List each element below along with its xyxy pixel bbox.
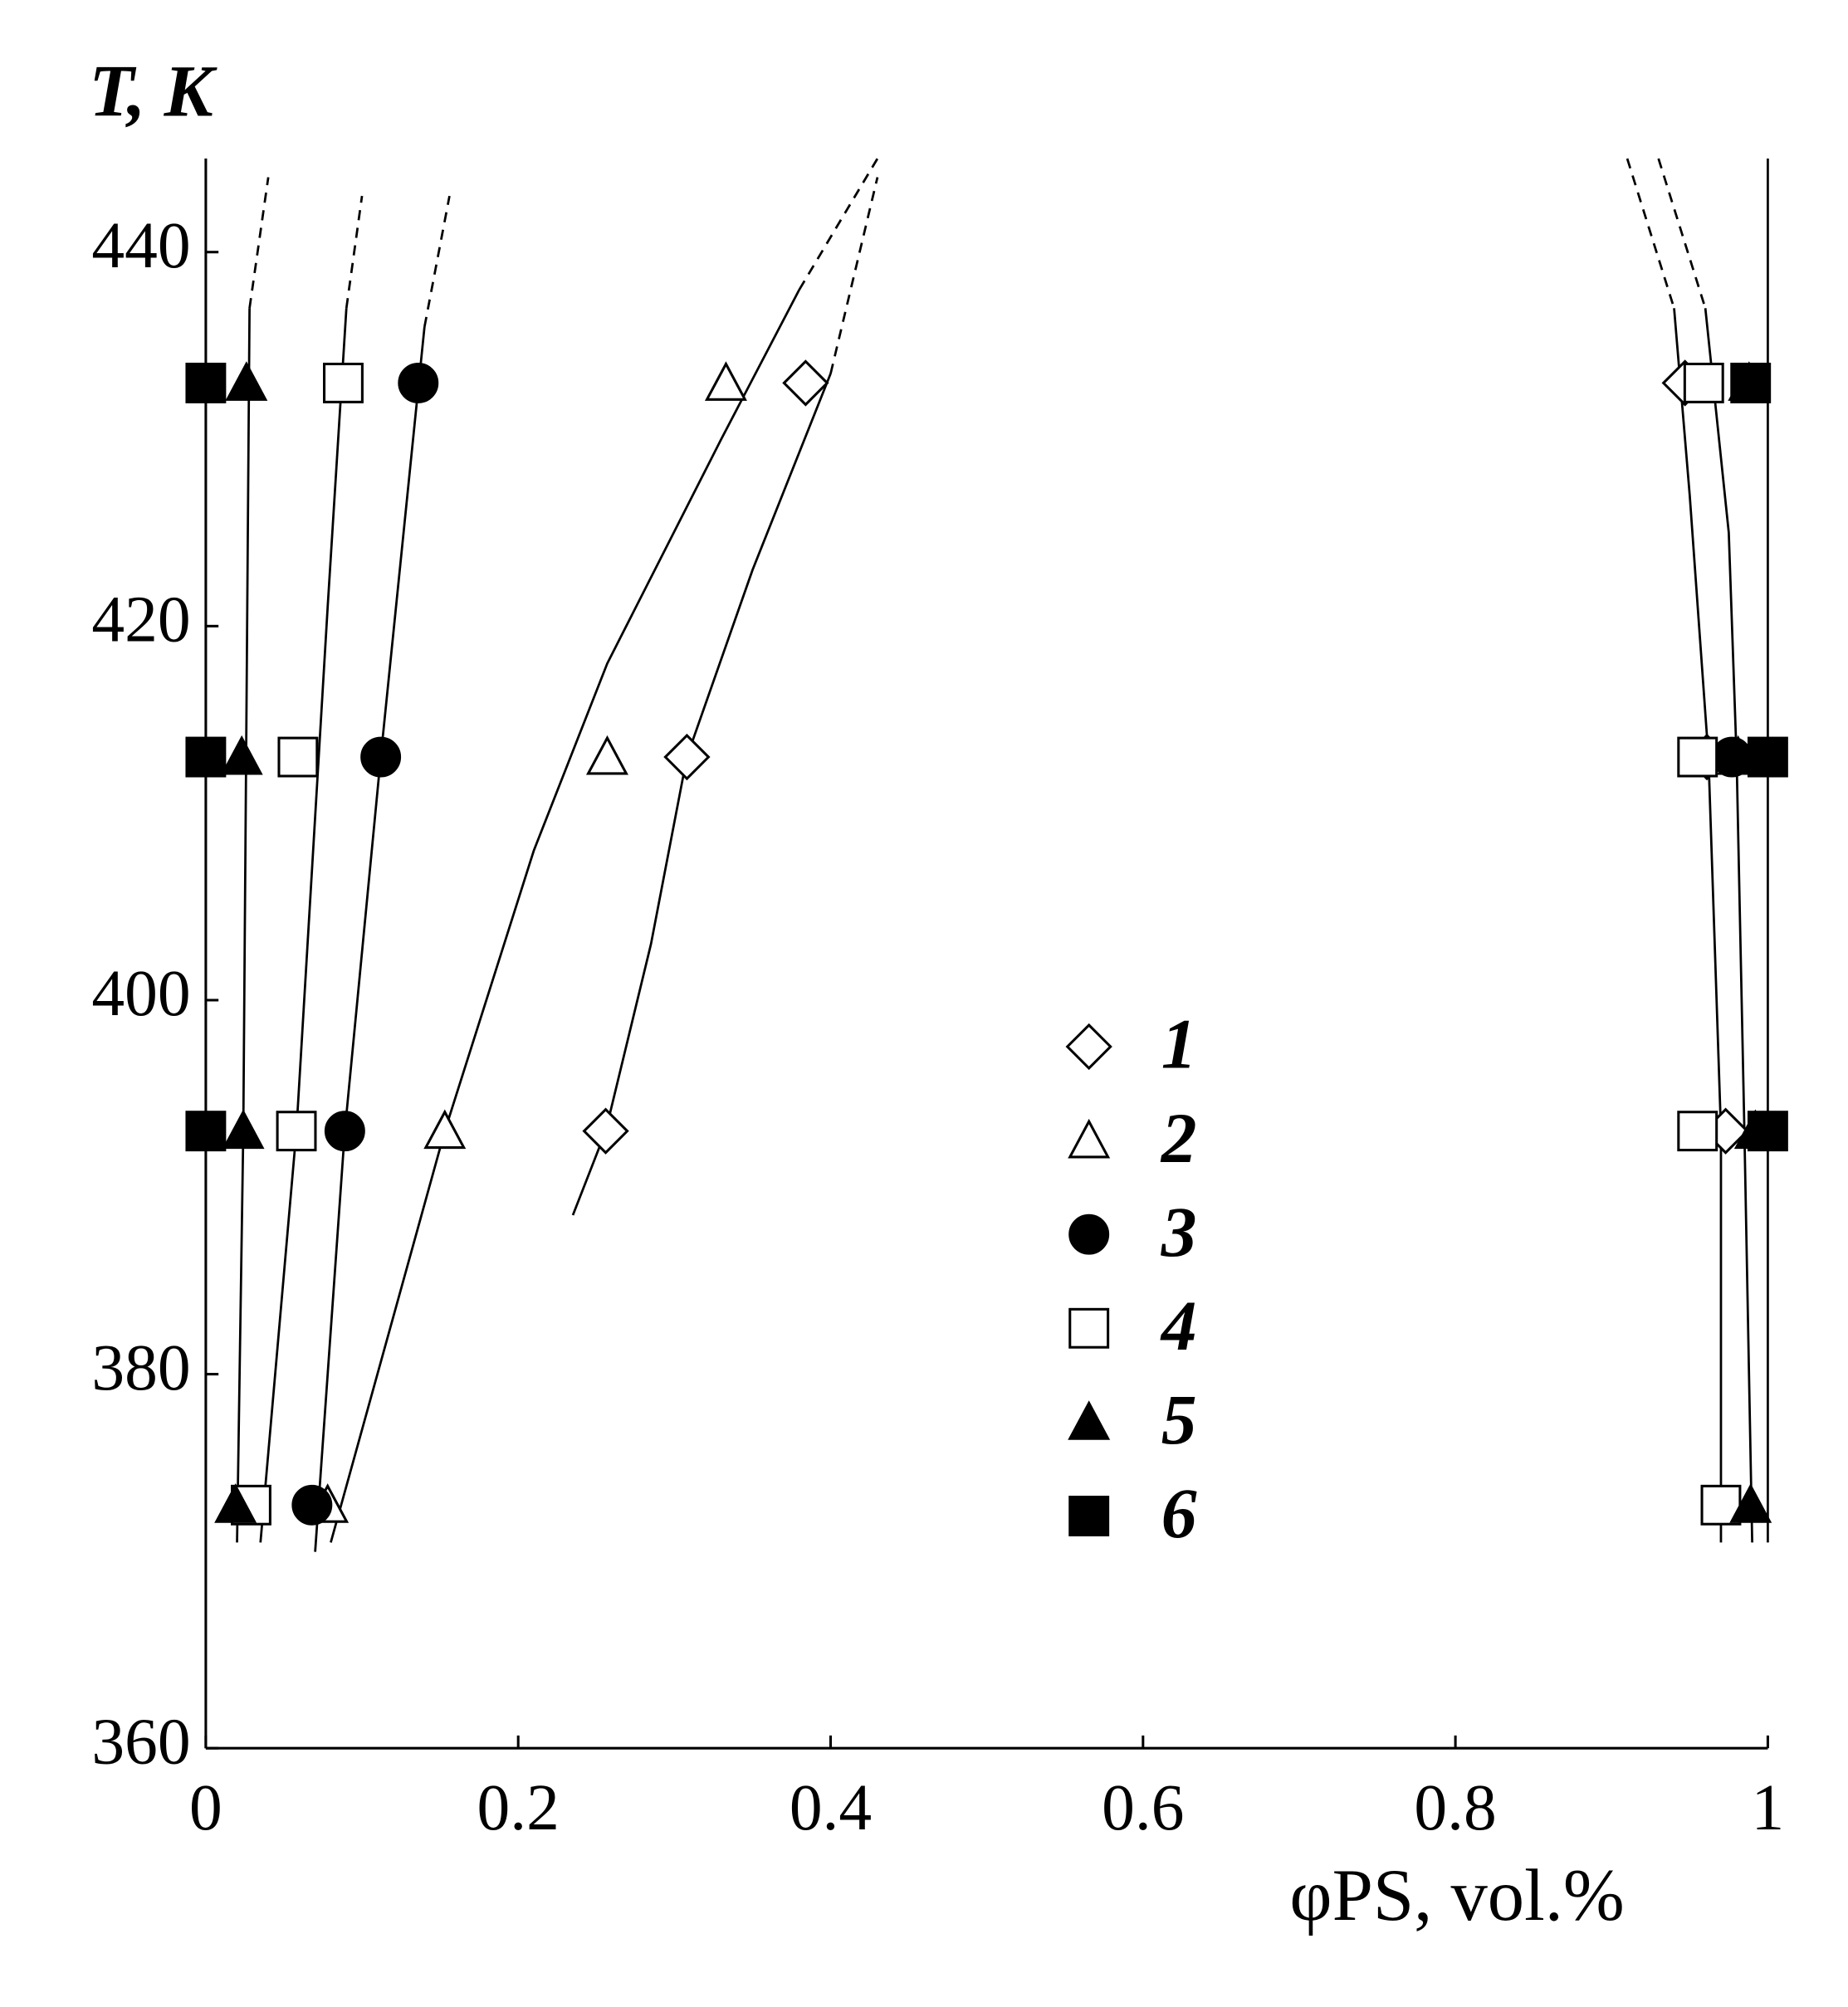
marker <box>276 1111 317 1152</box>
marker <box>277 736 319 778</box>
fit-curve <box>248 177 270 309</box>
marker <box>1747 736 1788 778</box>
marker <box>360 736 402 778</box>
fit-curve <box>259 308 348 1543</box>
marker <box>585 735 628 775</box>
marker <box>291 1484 333 1526</box>
legend-label: 3 <box>1161 1193 1197 1272</box>
marker <box>1729 1483 1772 1523</box>
x-tick-label: 0.6 <box>1102 1771 1184 1844</box>
marker <box>398 362 439 403</box>
marker <box>185 736 227 778</box>
legend-marker <box>1065 1023 1112 1071</box>
marker <box>1677 1111 1718 1152</box>
legend-label: 4 <box>1160 1287 1197 1365</box>
legend-marker <box>1068 1213 1110 1255</box>
fit-curve <box>1626 158 1675 309</box>
x-tick-label: 0 <box>189 1771 222 1844</box>
marker <box>1730 362 1772 403</box>
marker <box>582 1107 629 1155</box>
marker <box>1747 1111 1788 1152</box>
marker <box>663 733 711 781</box>
legend-label: 6 <box>1161 1474 1197 1553</box>
marker <box>220 735 263 775</box>
fit-curve <box>423 195 451 328</box>
legend-label: 1 <box>1161 1005 1197 1084</box>
marker <box>185 362 227 403</box>
marker <box>1683 362 1724 403</box>
marker <box>225 361 268 401</box>
fit-curve <box>571 373 832 1216</box>
fit-curve <box>236 308 251 1543</box>
fit-curve <box>345 195 364 309</box>
marker <box>185 1111 227 1152</box>
y-tick-label: 400 <box>91 957 190 1030</box>
marker <box>1677 736 1718 778</box>
x-axis-label: φPS, vol.% <box>1289 1855 1624 1936</box>
legend-label: 2 <box>1160 1099 1197 1178</box>
fit-curve <box>1704 308 1753 1543</box>
legend-marker <box>1068 1496 1110 1536</box>
marker <box>324 1111 365 1152</box>
fit-curve <box>330 289 801 1543</box>
marker <box>323 362 364 403</box>
fit-curve <box>1657 158 1707 309</box>
legend-marker <box>1068 1400 1111 1440</box>
marker <box>222 1109 265 1150</box>
marker <box>704 361 747 401</box>
x-tick-label: 1 <box>1752 1771 1785 1844</box>
legend-label: 5 <box>1161 1380 1197 1459</box>
marker <box>782 359 829 407</box>
fit-curve <box>829 177 879 374</box>
y-axis-label: T, K <box>89 51 218 133</box>
marker <box>214 1483 257 1523</box>
y-tick-label: 440 <box>91 209 190 282</box>
y-tick-label: 420 <box>91 584 190 657</box>
y-tick-label: 380 <box>91 1331 190 1404</box>
x-tick-label: 0.2 <box>477 1771 560 1844</box>
legend-marker <box>1068 1307 1110 1349</box>
x-tick-label: 0.4 <box>790 1771 872 1844</box>
legend-marker <box>1068 1118 1111 1159</box>
fit-curve <box>314 326 426 1552</box>
x-tick-label: 0.8 <box>1414 1771 1496 1844</box>
fit-curve <box>798 158 879 291</box>
marker <box>423 1109 467 1150</box>
y-tick-label: 360 <box>91 1705 190 1778</box>
fit-curve <box>1673 308 1723 1543</box>
